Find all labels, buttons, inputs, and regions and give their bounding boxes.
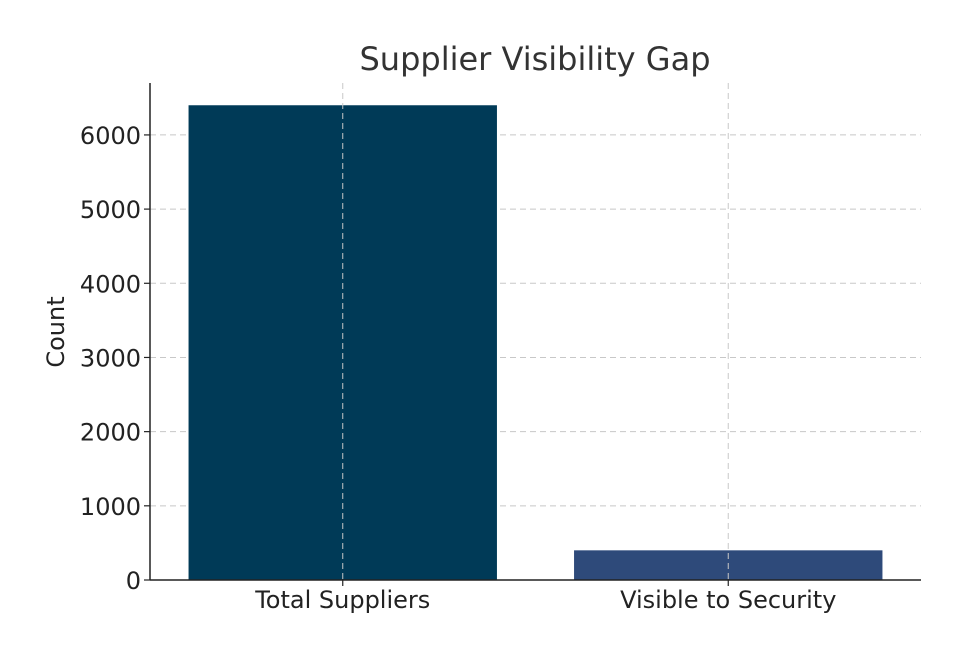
axes bbox=[149, 83, 921, 581]
y-axis-label: Count bbox=[42, 296, 70, 367]
vertical-grid bbox=[342, 83, 729, 580]
y-tick-label: 4000 bbox=[80, 270, 141, 298]
bars bbox=[188, 105, 883, 581]
x-tick-label: Total Suppliers bbox=[254, 586, 430, 614]
y-tick-label: 0 bbox=[126, 567, 141, 595]
chart-title: Supplier Visibility Gap bbox=[359, 40, 710, 78]
y-tick-label: 5000 bbox=[80, 196, 141, 224]
y-tick-label: 3000 bbox=[80, 344, 141, 372]
y-tick-label: 2000 bbox=[80, 419, 141, 447]
x-tick-label: Visible to Security bbox=[620, 586, 836, 614]
y-tick-label: 6000 bbox=[80, 122, 141, 150]
grid bbox=[150, 134, 921, 507]
y-ticks: 0 1000 2000 3000 4000 5000 6000 bbox=[80, 122, 150, 595]
y-tick-label: 1000 bbox=[80, 493, 141, 521]
x-ticks: Total Suppliers Visible to Security bbox=[254, 580, 836, 614]
